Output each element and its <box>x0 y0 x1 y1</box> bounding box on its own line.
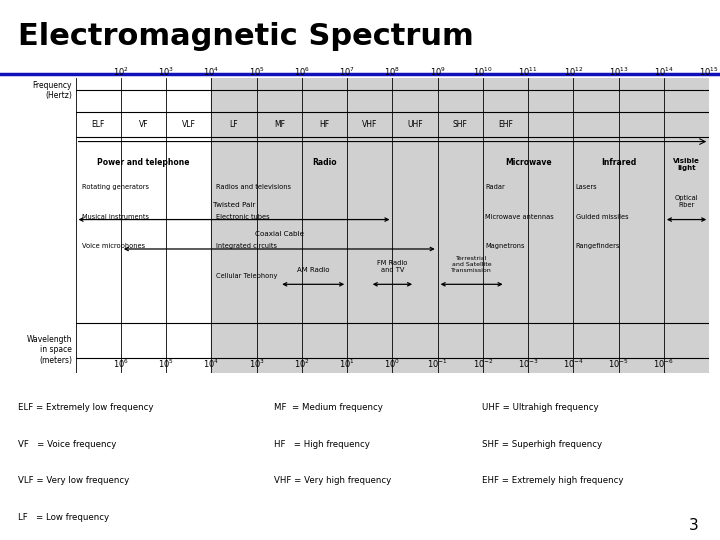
Text: $10^{12}$: $10^{12}$ <box>564 66 583 78</box>
Text: Voice microphones: Voice microphones <box>82 243 145 249</box>
Text: MF: MF <box>274 120 284 129</box>
Text: AM Radio: AM Radio <box>297 267 330 273</box>
Text: LF: LF <box>230 120 238 129</box>
Text: VHF: VHF <box>362 120 377 129</box>
Text: $10^{5}$: $10^{5}$ <box>248 66 264 78</box>
Text: $10^{-5}$: $10^{-5}$ <box>608 357 629 370</box>
Text: Terrestrial
and Satellite
Transmission: Terrestrial and Satellite Transmission <box>451 256 492 273</box>
Text: $10^{-1}$: $10^{-1}$ <box>427 357 448 370</box>
Text: $10^{4}$: $10^{4}$ <box>203 66 220 78</box>
Text: $10^{14}$: $10^{14}$ <box>654 66 674 78</box>
Text: Power and telephone: Power and telephone <box>97 158 190 167</box>
Bar <box>664 78 709 373</box>
Text: $10^{3}$: $10^{3}$ <box>158 66 174 78</box>
Text: VLF: VLF <box>182 120 196 129</box>
Text: Microwave: Microwave <box>505 158 552 167</box>
Text: HF: HF <box>320 120 330 129</box>
Text: Lasers: Lasers <box>576 184 598 190</box>
Text: $10^{6}$: $10^{6}$ <box>113 357 129 370</box>
Text: $10^{11}$: $10^{11}$ <box>518 66 538 78</box>
Text: Radios and televisions: Radios and televisions <box>216 184 291 190</box>
Text: VF: VF <box>139 120 148 129</box>
Text: $10^{10}$: $10^{10}$ <box>473 66 492 78</box>
Text: SHF = Superhigh frequency: SHF = Superhigh frequency <box>482 440 603 449</box>
Text: Twisted Pair: Twisted Pair <box>213 202 255 208</box>
Text: Magnetrons: Magnetrons <box>485 243 525 249</box>
Text: Electronic tubes: Electronic tubes <box>216 214 269 220</box>
Text: $10^{-3}$: $10^{-3}$ <box>518 357 539 370</box>
Text: $10^{2}$: $10^{2}$ <box>113 66 129 78</box>
Text: 3: 3 <box>688 518 698 534</box>
Text: $10^{4}$: $10^{4}$ <box>203 357 220 370</box>
Text: UHF: UHF <box>408 120 423 129</box>
Text: LF   = Low frequency: LF = Low frequency <box>18 513 109 522</box>
Text: Radio: Radio <box>312 158 337 167</box>
Text: $10^{13}$: $10^{13}$ <box>609 66 629 78</box>
Text: UHF = Ultrahigh frequency: UHF = Ultrahigh frequency <box>482 403 599 411</box>
Bar <box>212 78 483 373</box>
Text: ELF = Extremely low frequency: ELF = Extremely low frequency <box>18 403 153 411</box>
Text: $10^{5}$: $10^{5}$ <box>158 357 174 370</box>
Text: $10^{9}$: $10^{9}$ <box>430 66 446 78</box>
Text: Electromagnetic Spectrum: Electromagnetic Spectrum <box>18 22 474 51</box>
Text: MF  = Medium frequency: MF = Medium frequency <box>274 403 382 411</box>
Text: Cellular Telephony: Cellular Telephony <box>216 273 277 279</box>
Text: VF   = Voice frequency: VF = Voice frequency <box>18 440 117 449</box>
Text: $10^{0}$: $10^{0}$ <box>384 357 400 370</box>
Text: Wavelength
in space
(meters): Wavelength in space (meters) <box>27 335 72 365</box>
Text: Integrated circuits: Integrated circuits <box>216 243 277 249</box>
Text: $10^{-2}$: $10^{-2}$ <box>472 357 493 370</box>
Text: ELF: ELF <box>91 120 105 129</box>
Text: Musical instruments: Musical instruments <box>82 214 149 220</box>
Text: EHF = Extremely high frequency: EHF = Extremely high frequency <box>482 476 624 485</box>
Text: $10^{2}$: $10^{2}$ <box>294 357 310 370</box>
Text: $10^{7}$: $10^{7}$ <box>339 66 355 78</box>
Text: $10^{-6}$: $10^{-6}$ <box>654 357 675 370</box>
Text: Radar: Radar <box>485 184 505 190</box>
Text: VHF = Very high frequency: VHF = Very high frequency <box>274 476 391 485</box>
Text: Rotating generators: Rotating generators <box>82 184 149 190</box>
Text: EHF: EHF <box>498 120 513 129</box>
Text: Optical
Fiber: Optical Fiber <box>675 195 698 208</box>
Text: SHF: SHF <box>453 120 468 129</box>
Text: Rangefinders: Rangefinders <box>576 243 620 249</box>
Text: $10^{8}$: $10^{8}$ <box>384 66 400 78</box>
Text: HF   = High frequency: HF = High frequency <box>274 440 369 449</box>
Text: Microwave antennas: Microwave antennas <box>485 214 554 220</box>
Text: VLF = Very low frequency: VLF = Very low frequency <box>18 476 130 485</box>
Text: $10^{6}$: $10^{6}$ <box>294 66 310 78</box>
Text: $10^{3}$: $10^{3}$ <box>248 357 265 370</box>
Text: Guided missiles: Guided missiles <box>576 214 629 220</box>
Text: $10^{15}$: $10^{15}$ <box>699 66 719 78</box>
Bar <box>483 78 573 373</box>
Text: Visible
light: Visible light <box>673 158 700 171</box>
Text: $10^{-4}$: $10^{-4}$ <box>563 357 584 370</box>
Bar <box>573 78 664 373</box>
Text: Coaxial Cable: Coaxial Cable <box>255 231 304 237</box>
Text: Frequency
(Hertz): Frequency (Hertz) <box>32 81 72 100</box>
Text: Infrared: Infrared <box>601 158 636 167</box>
Text: $10^{1}$: $10^{1}$ <box>339 357 355 370</box>
Text: FM Radio
and TV: FM Radio and TV <box>377 260 408 273</box>
